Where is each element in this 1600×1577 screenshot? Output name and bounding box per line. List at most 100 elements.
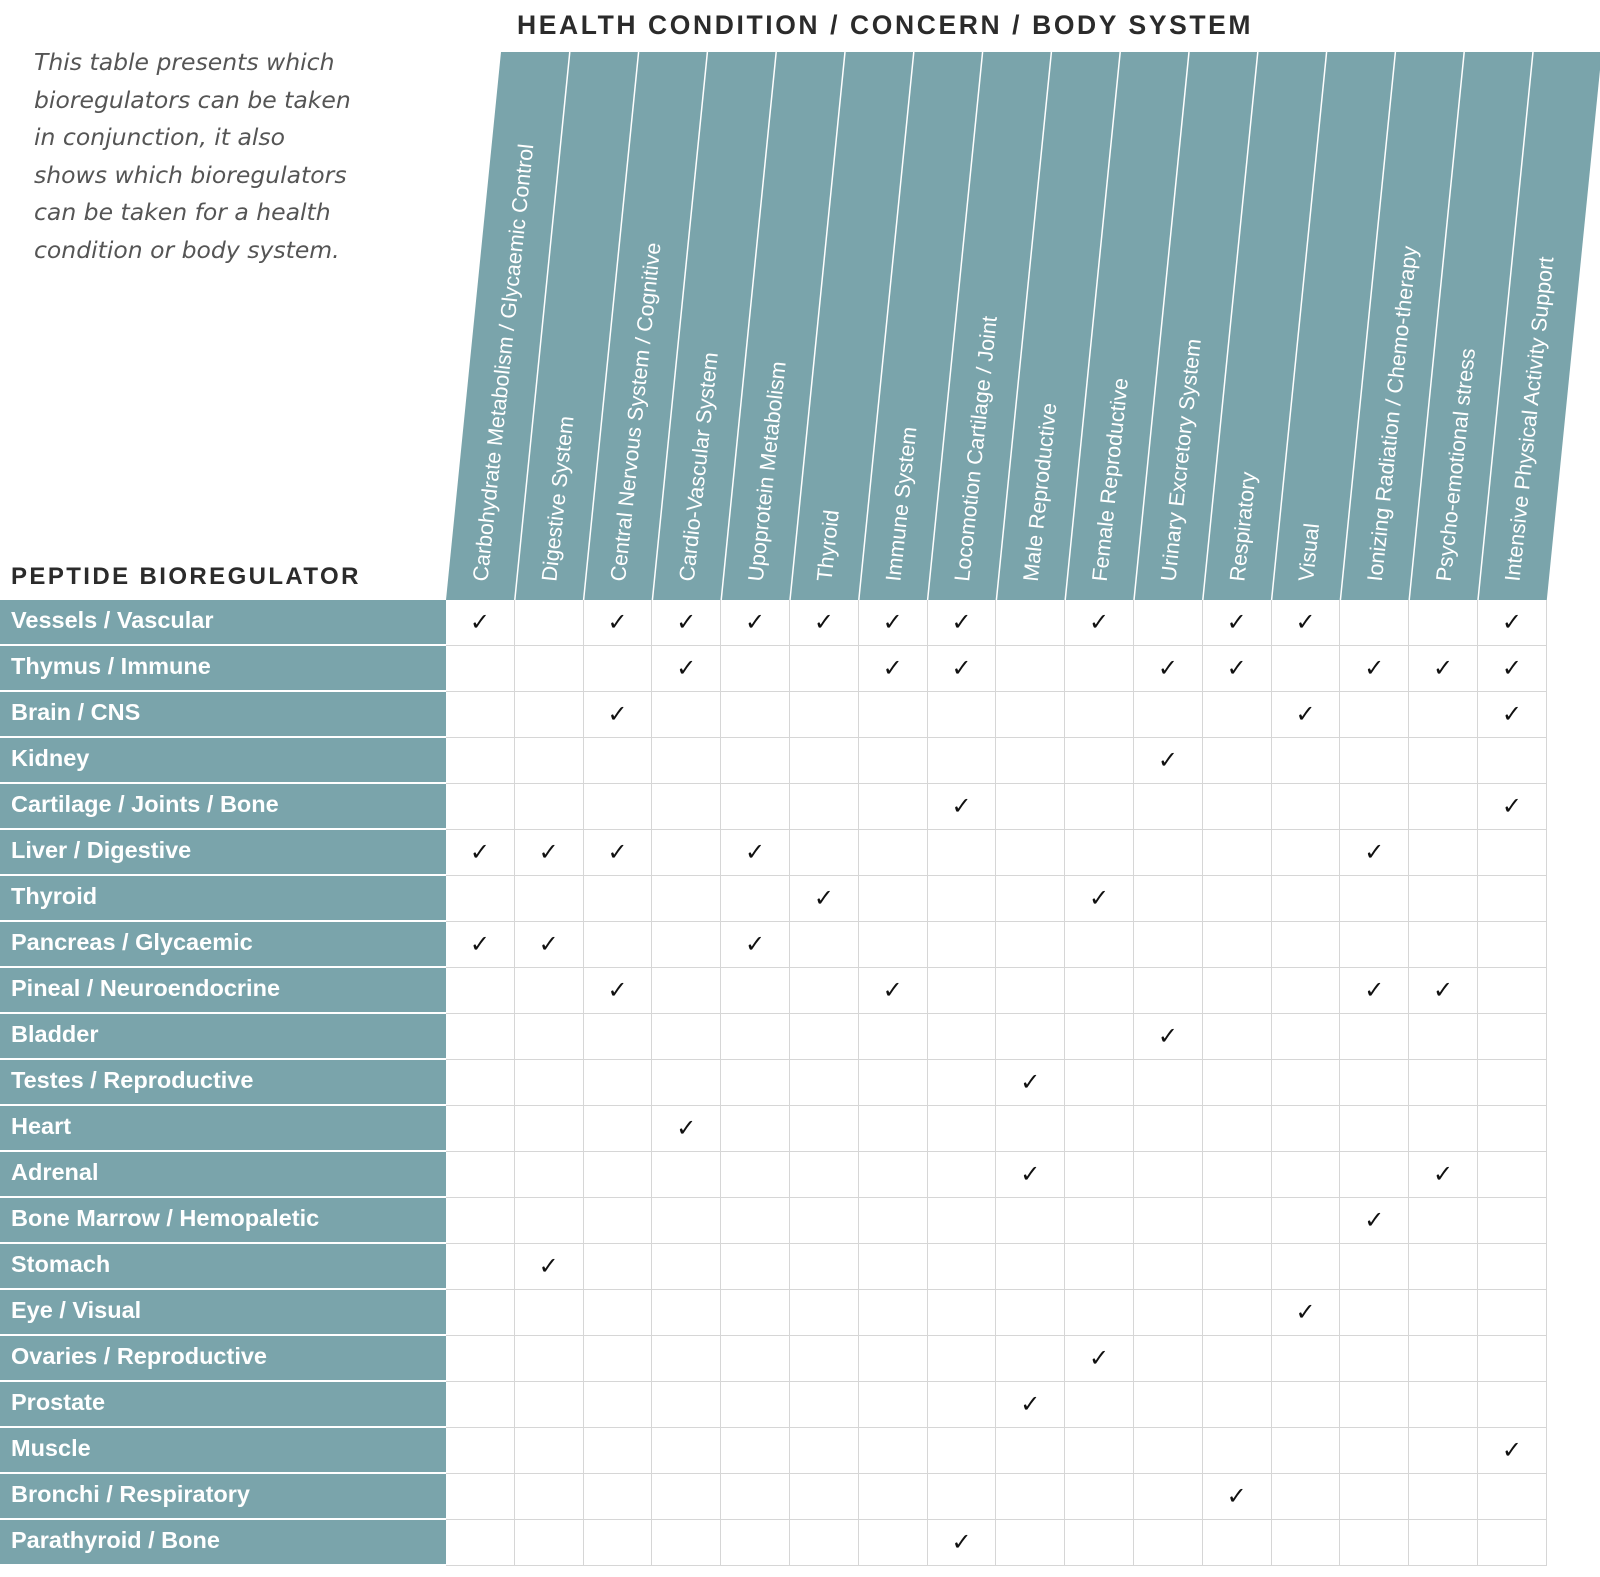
- column-separator: [720, 51, 777, 600]
- empty-cell: [996, 1428, 1066, 1474]
- empty-cell: [1065, 1290, 1134, 1336]
- empty-cell: [858, 1244, 928, 1290]
- empty-cell: [1134, 1336, 1203, 1382]
- row-label: Parathyroid / Bone: [11, 1527, 220, 1553]
- check-cell: ✓: [583, 692, 653, 738]
- empty-cell: [1478, 1382, 1547, 1428]
- empty-cell: [927, 922, 997, 968]
- empty-cell: [1065, 1152, 1134, 1198]
- row-header-cell: Parathyroid / Bone: [0, 1520, 446, 1566]
- check-cell: ✓: [927, 1520, 997, 1566]
- empty-cell: [583, 1290, 653, 1336]
- empty-cell: [1202, 1152, 1272, 1198]
- empty-cell: [583, 1060, 653, 1106]
- check-cell: ✓: [1478, 646, 1547, 692]
- check-mark-icon: ✓: [1501, 1436, 1522, 1464]
- row-header-cell: Bronchi / Respiratory: [0, 1474, 446, 1520]
- empty-cell: [1478, 876, 1547, 922]
- empty-cell: [1134, 1106, 1203, 1152]
- empty-cell: [1134, 600, 1203, 646]
- check-cell: ✓: [1065, 876, 1134, 922]
- empty-cell: [1409, 1106, 1478, 1152]
- empty-cell: [858, 1428, 928, 1474]
- empty-cell: [927, 1106, 997, 1152]
- empty-cell: [1271, 1060, 1341, 1106]
- empty-cell: [1134, 1290, 1203, 1336]
- empty-cell: [446, 1152, 515, 1198]
- row-header-cell: Testes / Reproductive: [0, 1060, 446, 1106]
- empty-cell: [1409, 1244, 1478, 1290]
- empty-cell: [1340, 600, 1410, 646]
- check-mark-icon: ✓: [1501, 792, 1522, 820]
- empty-cell: [927, 830, 997, 876]
- check-cell: ✓: [446, 830, 515, 876]
- empty-cell: [1340, 876, 1410, 922]
- empty-cell: [1202, 830, 1272, 876]
- empty-cell: [1340, 1244, 1410, 1290]
- check-mark-icon: ✓: [1020, 1068, 1041, 1096]
- empty-cell: [1478, 1290, 1547, 1336]
- empty-cell: [790, 1198, 859, 1244]
- empty-cell: [996, 968, 1066, 1014]
- check-mark-icon: ✓: [1501, 654, 1522, 682]
- empty-cell: [652, 830, 722, 876]
- check-cell: ✓: [652, 646, 722, 692]
- empty-cell: [1134, 1382, 1203, 1428]
- empty-cell: [652, 1474, 722, 1520]
- empty-cell: [652, 1014, 722, 1060]
- empty-cell: [1478, 830, 1547, 876]
- empty-cell: [1340, 922, 1410, 968]
- check-cell: ✓: [1271, 600, 1341, 646]
- empty-cell: [1271, 738, 1341, 784]
- check-cell: ✓: [721, 922, 790, 968]
- check-cell: ✓: [1271, 692, 1341, 738]
- empty-cell: [1271, 646, 1341, 692]
- empty-cell: [583, 646, 653, 692]
- check-mark-icon: ✓: [1020, 1160, 1041, 1188]
- check-cell: ✓: [1134, 1014, 1203, 1060]
- row-header-cell: Liver / Digestive: [0, 830, 446, 876]
- row-header-cell: Adrenal: [0, 1152, 446, 1198]
- check-cell: ✓: [790, 876, 859, 922]
- empty-cell: [1340, 1428, 1410, 1474]
- column-separator: [582, 51, 640, 600]
- check-cell: ✓: [583, 830, 653, 876]
- empty-cell: [514, 1060, 584, 1106]
- empty-cell: [1065, 968, 1134, 1014]
- empty-cell: [652, 1244, 722, 1290]
- check-mark-icon: ✓: [1089, 1344, 1110, 1372]
- empty-cell: [446, 646, 515, 692]
- empty-cell: [1065, 1520, 1134, 1566]
- empty-cell: [1065, 922, 1134, 968]
- empty-cell: [790, 1428, 859, 1474]
- empty-cell: [1271, 1198, 1341, 1244]
- empty-cell: [1202, 876, 1272, 922]
- check-mark-icon: ✓: [607, 838, 628, 866]
- empty-cell: [1202, 1014, 1272, 1060]
- check-mark-icon: ✓: [1020, 1390, 1041, 1418]
- empty-cell: [721, 1290, 790, 1336]
- empty-cell: [996, 1474, 1066, 1520]
- check-cell: ✓: [1340, 646, 1410, 692]
- empty-cell: [790, 1152, 859, 1198]
- check-cell: ✓: [1340, 830, 1410, 876]
- empty-cell: [996, 830, 1066, 876]
- empty-cell: [1202, 922, 1272, 968]
- empty-cell: [996, 1014, 1066, 1060]
- empty-cell: [1409, 876, 1478, 922]
- empty-cell: [1134, 1198, 1203, 1244]
- empty-cell: [446, 968, 515, 1014]
- check-mark-icon: ✓: [607, 608, 628, 636]
- row-label: Vessels / Vascular: [11, 607, 214, 633]
- check-cell: ✓: [1409, 968, 1478, 1014]
- empty-cell: [583, 1428, 653, 1474]
- row-label: Cartilage / Joints / Bone: [11, 791, 279, 817]
- check-cell: ✓: [652, 1106, 722, 1152]
- check-mark-icon: ✓: [1364, 976, 1385, 1004]
- empty-cell: [858, 1520, 928, 1566]
- empty-cell: [1134, 1060, 1203, 1106]
- check-mark-icon: ✓: [1433, 654, 1454, 682]
- empty-cell: [927, 1428, 997, 1474]
- empty-cell: [583, 1014, 653, 1060]
- empty-cell: [1202, 692, 1272, 738]
